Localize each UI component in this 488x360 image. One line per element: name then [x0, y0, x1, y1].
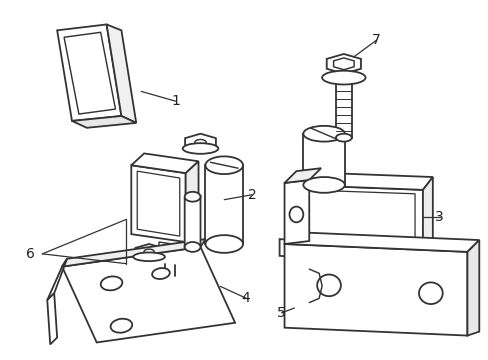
Polygon shape [62, 247, 235, 342]
Text: 3: 3 [434, 210, 443, 224]
Ellipse shape [205, 235, 243, 253]
Ellipse shape [303, 126, 344, 141]
Polygon shape [284, 180, 308, 244]
Polygon shape [333, 58, 353, 70]
Polygon shape [467, 240, 478, 336]
Polygon shape [205, 165, 243, 244]
Polygon shape [47, 259, 67, 300]
Ellipse shape [152, 268, 169, 279]
Ellipse shape [110, 319, 132, 333]
Ellipse shape [205, 156, 243, 174]
Polygon shape [159, 242, 185, 264]
Polygon shape [422, 177, 432, 249]
Polygon shape [284, 244, 467, 336]
Text: 5: 5 [277, 306, 285, 320]
Ellipse shape [143, 249, 154, 255]
Text: 1: 1 [171, 94, 180, 108]
Text: 4: 4 [241, 291, 250, 305]
Polygon shape [279, 239, 314, 259]
Ellipse shape [101, 276, 122, 291]
Polygon shape [302, 190, 414, 245]
Polygon shape [284, 232, 478, 252]
Ellipse shape [303, 177, 344, 193]
Ellipse shape [418, 282, 442, 304]
Polygon shape [185, 134, 216, 152]
Polygon shape [135, 244, 163, 260]
Ellipse shape [289, 207, 303, 222]
Ellipse shape [194, 139, 206, 146]
Polygon shape [131, 153, 198, 173]
Polygon shape [294, 185, 422, 249]
Ellipse shape [183, 143, 218, 154]
Text: 6: 6 [26, 247, 35, 261]
Polygon shape [47, 293, 57, 345]
Polygon shape [284, 168, 321, 183]
Ellipse shape [317, 275, 340, 296]
Polygon shape [303, 134, 344, 185]
Polygon shape [326, 54, 360, 74]
Polygon shape [106, 24, 136, 123]
Ellipse shape [184, 192, 200, 202]
Polygon shape [335, 78, 351, 138]
Ellipse shape [322, 71, 365, 85]
Ellipse shape [184, 242, 200, 252]
Ellipse shape [335, 134, 351, 141]
Polygon shape [72, 116, 136, 128]
Text: 2: 2 [247, 188, 256, 202]
Text: 7: 7 [371, 33, 380, 47]
Polygon shape [62, 239, 205, 267]
Ellipse shape [133, 252, 164, 261]
Polygon shape [64, 32, 115, 114]
Polygon shape [131, 165, 185, 242]
Polygon shape [57, 24, 121, 121]
Polygon shape [294, 172, 432, 190]
Polygon shape [185, 161, 198, 242]
Polygon shape [184, 196, 200, 247]
Polygon shape [137, 171, 180, 236]
